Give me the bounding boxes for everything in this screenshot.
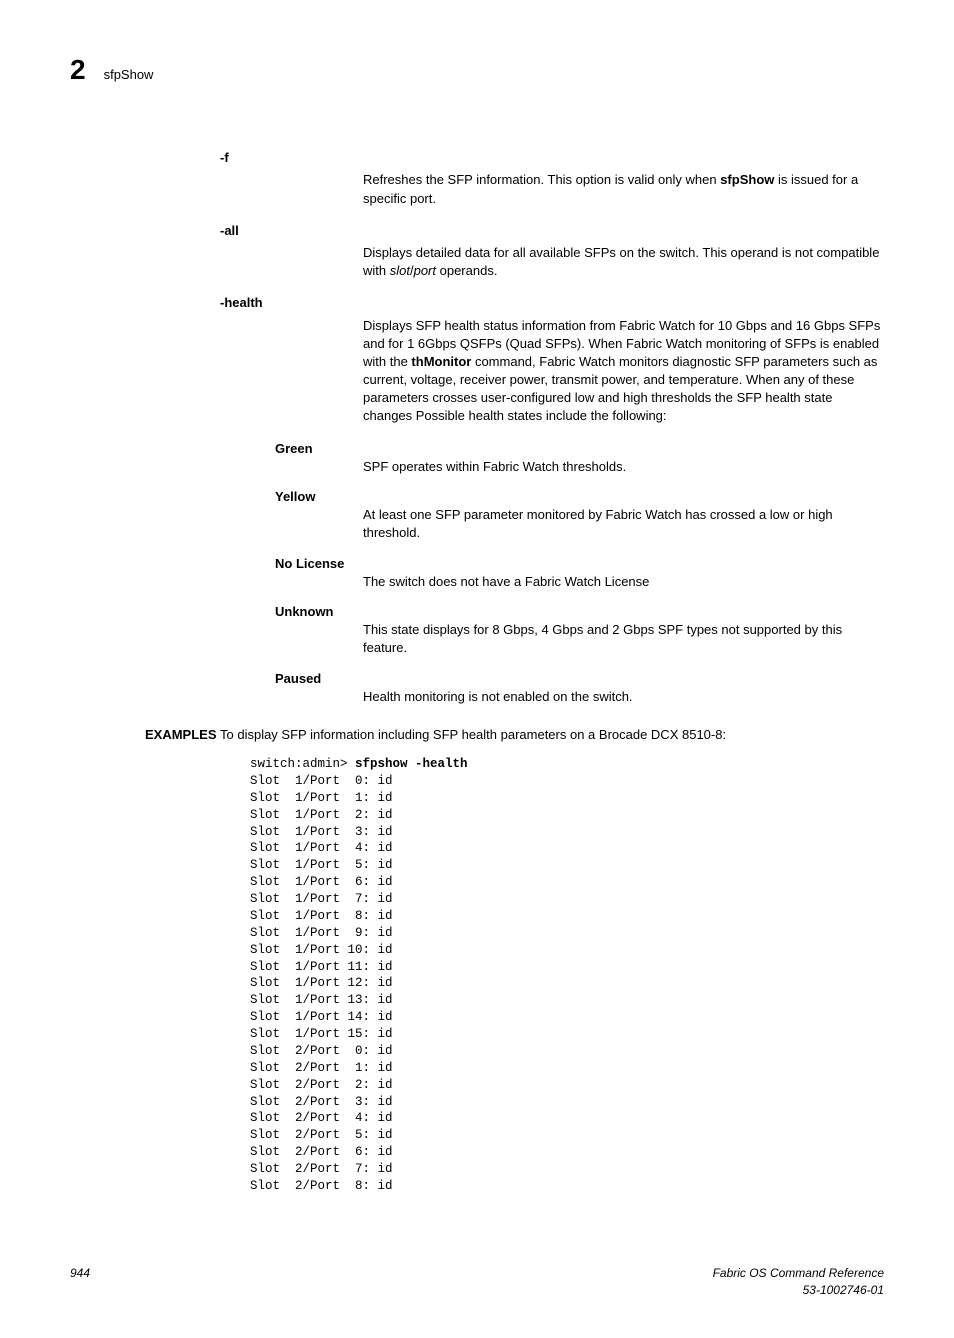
code-output-line: Slot 1/Port 3: id [250,824,884,841]
option-label: -f [220,150,229,165]
code-output-line: Slot 2/Port 5: id [250,1127,884,1144]
sub-option-row: YellowAt least one SFP parameter monitor… [220,488,884,543]
sub-option-description: SPF operates within Fabric Watch thresho… [363,458,884,476]
code-output-line: Slot 2/Port 8: id [250,1178,884,1195]
content-area: -f Refreshes the SFP information. This op… [220,149,884,706]
footer-ref-title: Fabric OS Command Reference [713,1266,884,1280]
code-output-line: Slot 1/Port 13: id [250,992,884,1009]
option-row: -all [220,222,884,240]
sub-option-description: The switch does not have a Fabric Watch … [363,573,884,591]
sub-option-description: At least one SFP parameter monitored by … [363,506,884,542]
code-command: sfpshow -health [355,757,468,771]
code-output-line: Slot 1/Port 4: id [250,840,884,857]
code-block: switch:admin> sfpshow -healthSlot 1/Port… [250,756,884,1195]
code-prompt-line: switch:admin> sfpshow -health [250,756,884,773]
page-header: 2 sfpShow [70,50,884,89]
option-label: -health [220,295,263,310]
sub-option-label: Yellow [275,488,884,506]
code-output-line: Slot 1/Port 7: id [250,891,884,908]
page-footer: 944 Fabric OS Command Reference 53-10027… [70,1265,884,1299]
code-output-line: Slot 2/Port 4: id [250,1110,884,1127]
code-output-line: Slot 1/Port 10: id [250,942,884,959]
sub-option-label: Unknown [275,603,884,621]
examples-intro: To display SFP information including SFP… [220,726,884,744]
examples-label: EXAMPLES [145,726,217,744]
sub-option-description: Health monitoring is not enabled on the … [363,688,884,706]
option-row: -health [220,294,884,312]
sub-option-label: Paused [275,670,884,688]
code-output-line: Slot 1/Port 12: id [250,975,884,992]
options-list: -f Refreshes the SFP information. This op… [220,149,884,425]
sub-option-row: UnknownThis state displays for 8 Gbps, 4… [220,603,884,658]
option-description: Refreshes the SFP information. This opti… [363,171,884,207]
code-output-line: Slot 2/Port 3: id [250,1094,884,1111]
code-output-line: Slot 2/Port 1: id [250,1060,884,1077]
header-title: sfpShow [104,66,154,84]
code-output-line: Slot 2/Port 7: id [250,1161,884,1178]
code-output-line: Slot 2/Port 0: id [250,1043,884,1060]
examples-section: EXAMPLES To display SFP information incl… [145,726,884,1195]
code-output-line: Slot 2/Port 6: id [250,1144,884,1161]
code-output-line: Slot 1/Port 5: id [250,857,884,874]
code-output-line: Slot 1/Port 2: id [250,807,884,824]
option-description: Displays SFP health status information f… [363,317,884,426]
option-label: -all [220,223,239,238]
option-description: Displays detailed data for all available… [363,244,884,280]
code-output-line: Slot 2/Port 2: id [250,1077,884,1094]
sub-option-row: GreenSPF operates within Fabric Watch th… [220,440,884,476]
sub-option-label: No License [275,555,884,573]
sub-option-row: No LicenseThe switch does not have a Fab… [220,555,884,591]
sub-option-label: Green [275,440,884,458]
sub-options-list: GreenSPF operates within Fabric Watch th… [220,440,884,706]
code-output-line: Slot 1/Port 1: id [250,790,884,807]
sub-option-row: PausedHealth monitoring is not enabled o… [220,670,884,706]
sub-option-description: This state displays for 8 Gbps, 4 Gbps a… [363,621,884,657]
page-number: 944 [70,1265,90,1299]
code-output-line: Slot 1/Port 8: id [250,908,884,925]
footer-ref-doc: 53-1002746-01 [803,1283,884,1297]
code-output-line: Slot 1/Port 15: id [250,1026,884,1043]
chapter-number: 2 [70,50,86,89]
code-output-line: Slot 1/Port 14: id [250,1009,884,1026]
option-row: -f [220,149,884,167]
code-output-line: Slot 1/Port 11: id [250,959,884,976]
code-output-line: Slot 1/Port 9: id [250,925,884,942]
footer-reference: Fabric OS Command Reference 53-1002746-0… [713,1265,884,1299]
code-output-line: Slot 1/Port 6: id [250,874,884,891]
code-output-line: Slot 1/Port 0: id [250,773,884,790]
